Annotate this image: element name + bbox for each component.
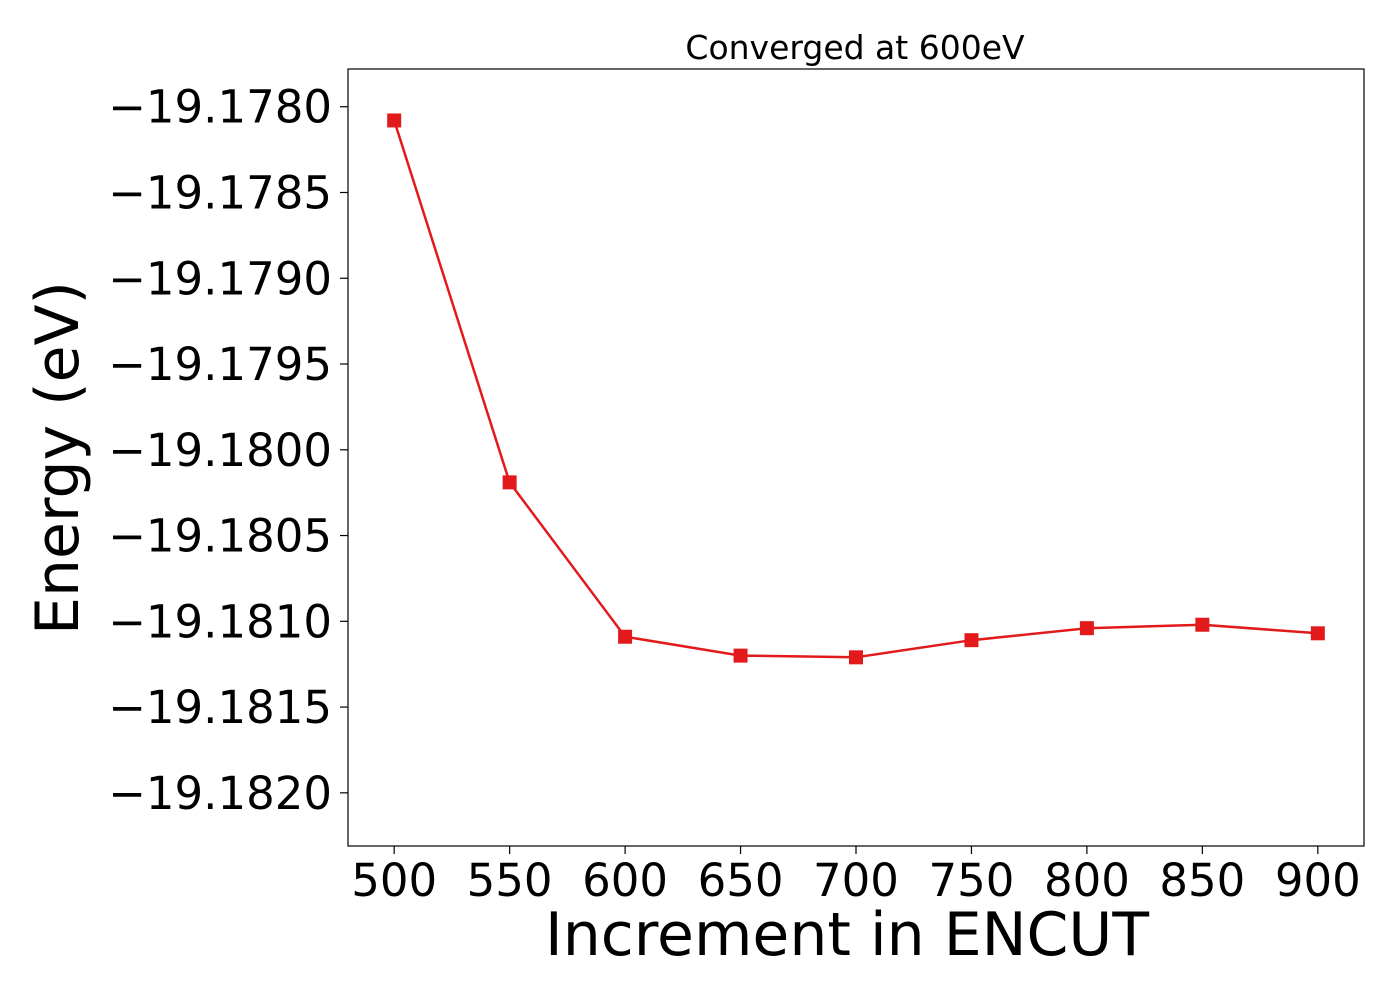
data-point-marker (964, 633, 979, 648)
data-point-marker (618, 629, 633, 644)
series-layer (387, 113, 1325, 665)
y-tick-label: −19.1800 (108, 424, 332, 477)
data-point-marker (1195, 617, 1210, 632)
y-tick-label: −19.1795 (108, 338, 332, 391)
y-tick-label: −19.1820 (108, 767, 332, 820)
y-tick-label: −19.1810 (108, 595, 332, 648)
data-point-marker (733, 648, 748, 663)
y-tick-label: −19.1815 (108, 681, 332, 734)
series-line (393, 120, 1318, 659)
x-tick-label: 650 (698, 854, 784, 907)
y-tick-label: −19.1790 (108, 252, 332, 305)
x-axis-label: Increment in ENCUT (545, 900, 1149, 970)
data-point-marker (849, 650, 863, 665)
data-point-marker (387, 113, 402, 128)
x-tick-label: 550 (467, 854, 553, 907)
x-axis: 500 550 600 650 700 750 800 850 900 (351, 846, 1361, 907)
x-tick-label: 800 (1044, 854, 1130, 907)
chart-title: Converged at 600eV (685, 28, 1025, 67)
data-point-marker (1310, 626, 1325, 641)
x-tick-label: 750 (929, 854, 1015, 907)
data-point-marker (1079, 621, 1094, 636)
x-tick-label: 900 (1275, 854, 1361, 907)
x-tick-label: 500 (351, 854, 437, 907)
x-tick-label: 700 (813, 854, 899, 907)
x-tick-label: 850 (1159, 854, 1245, 907)
x-tick-label: 600 (582, 854, 668, 907)
y-axis-label: Energy (eV) (23, 281, 93, 635)
y-tick-label: −19.1780 (108, 81, 332, 134)
y-tick-label: −19.1805 (108, 510, 332, 563)
y-axis: −19.1780 −19.1785 −19.1790 −19.1795 −19.1800… (108, 81, 348, 820)
y-tick-label: −19.1785 (108, 166, 332, 219)
data-point-marker (502, 475, 517, 490)
